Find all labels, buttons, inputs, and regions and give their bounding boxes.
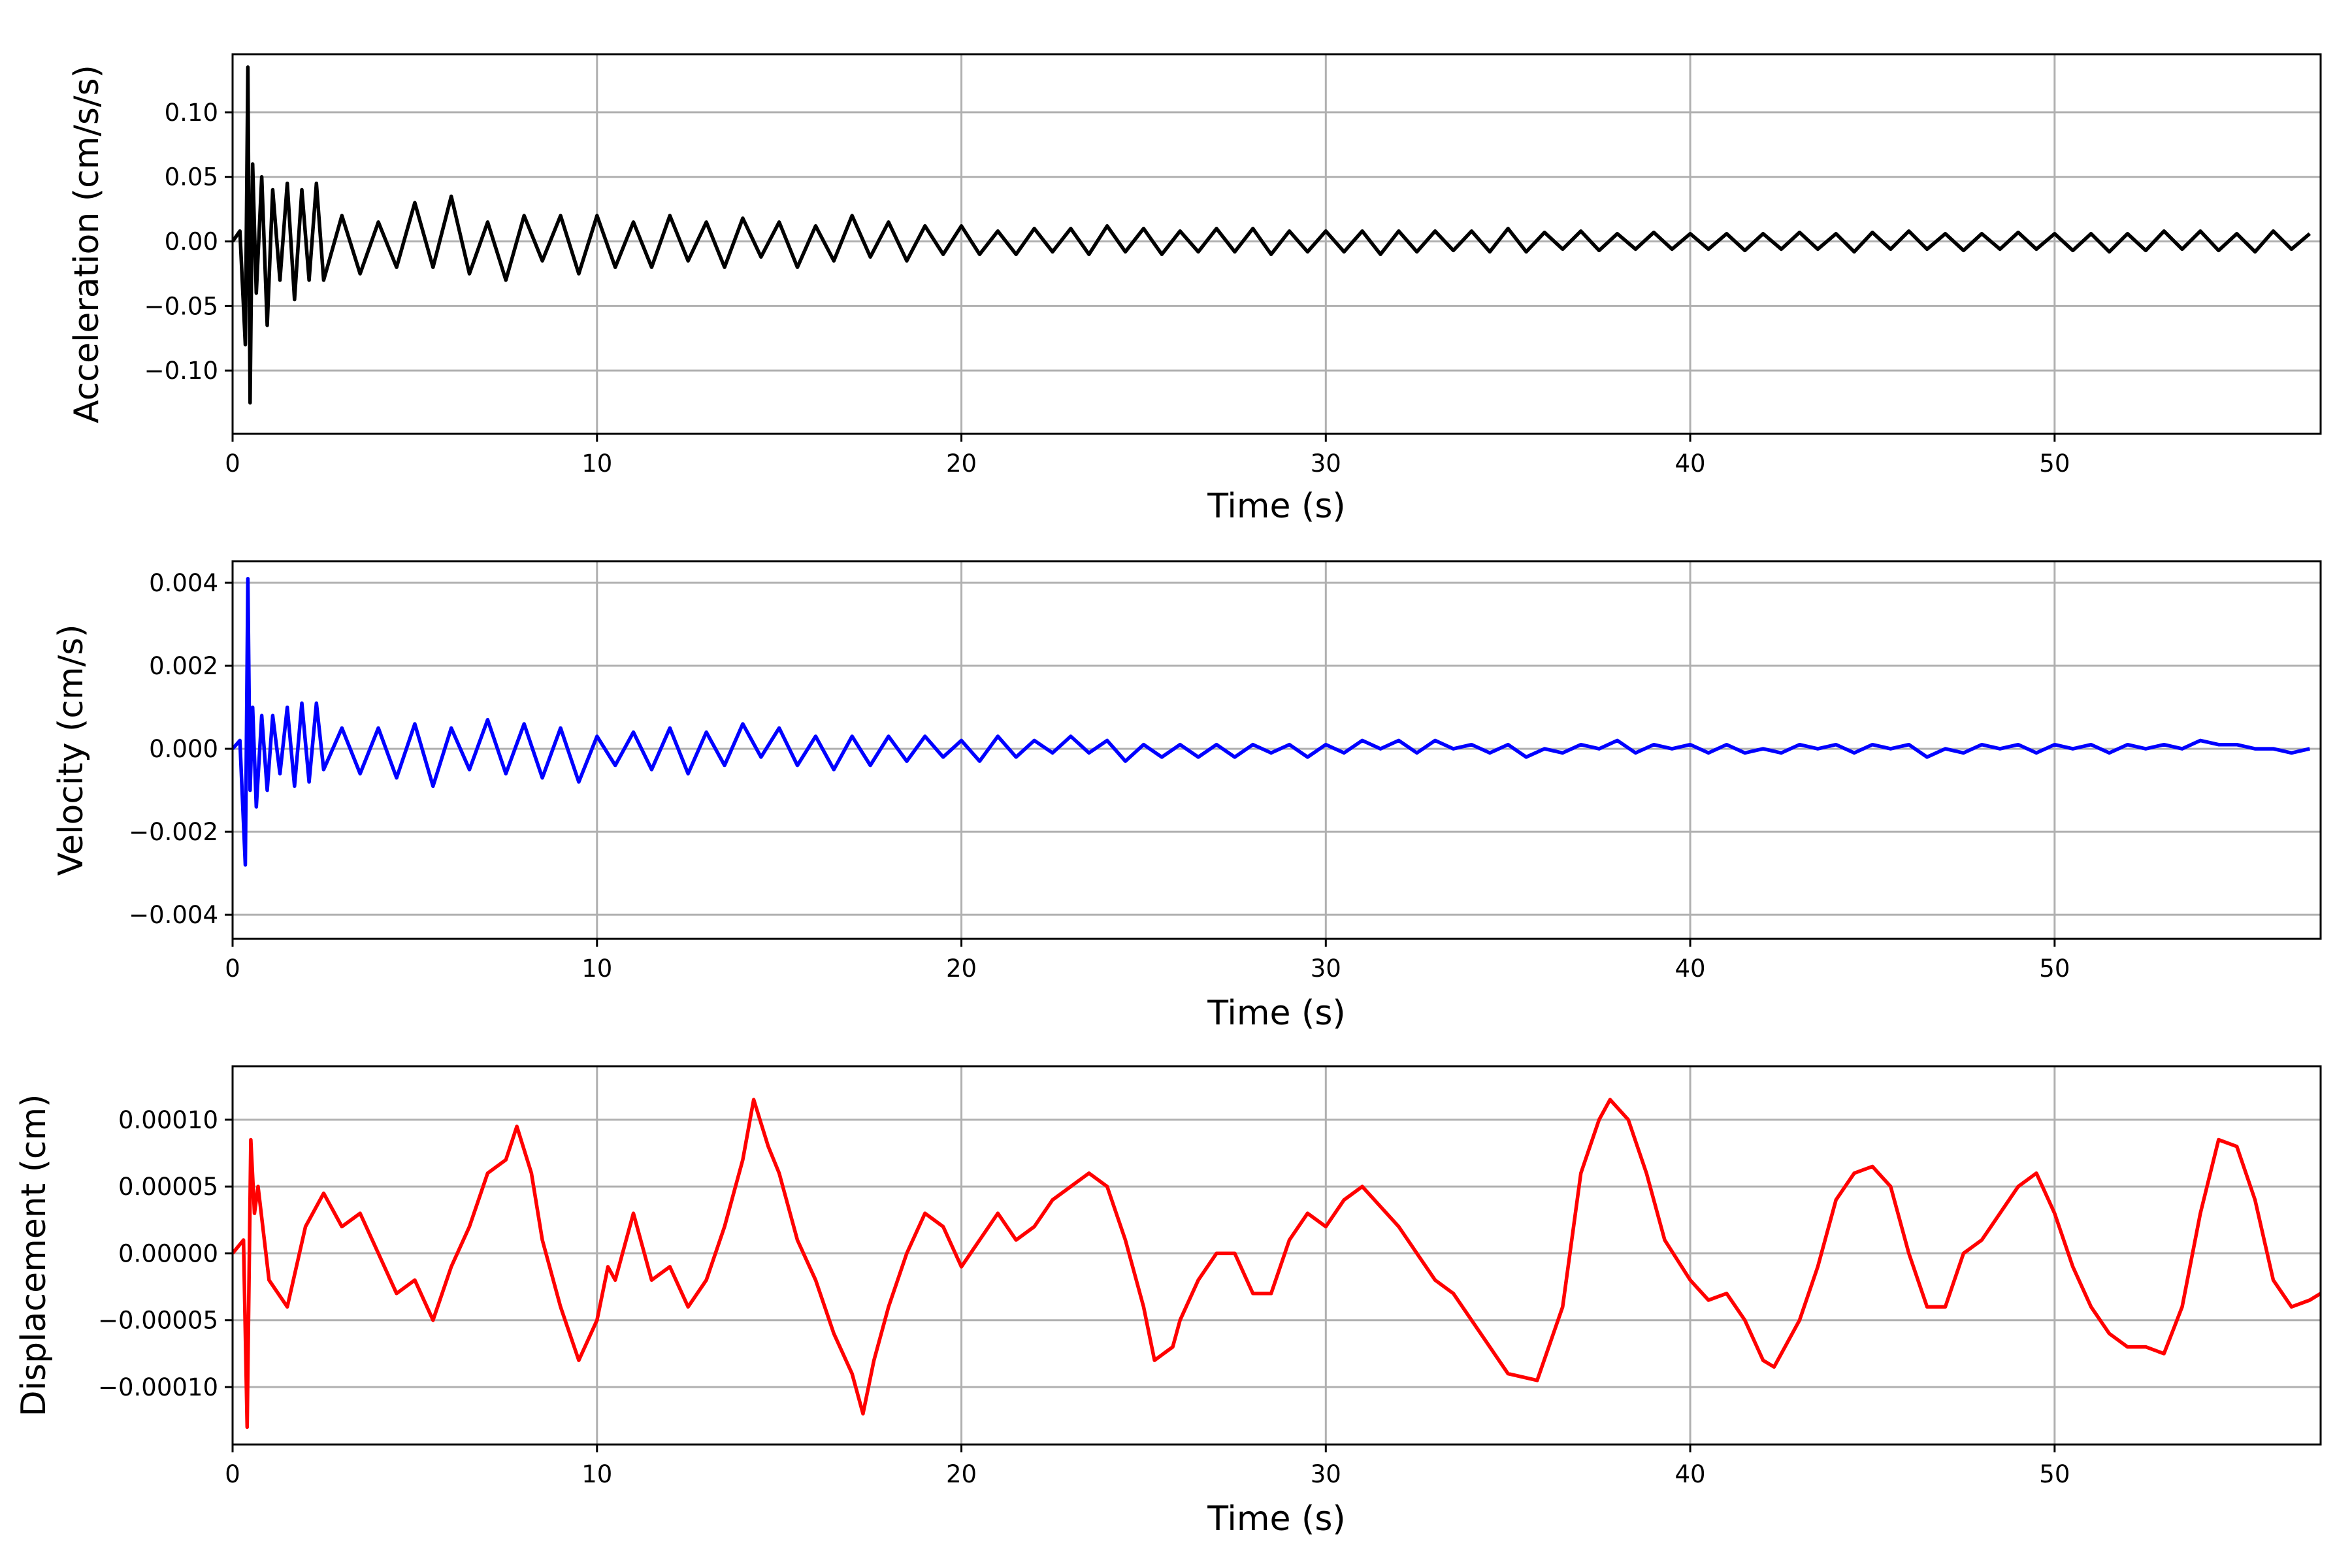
x-tick-label: 50: [2039, 955, 2070, 983]
x-axis-label: Time (s): [1207, 994, 1345, 1033]
x-axis-label: Time (s): [1207, 1499, 1345, 1539]
y-tick-label: 0.004: [149, 569, 218, 597]
velocity-panel: 0 10 20 30 40 50 −0.004 −0.002 0.000 0.002 0.004 Ti…: [52, 560, 2322, 1033]
velocity-series-line: [233, 576, 2310, 867]
y-axis-label: Acceleration (cm/s/s): [67, 65, 106, 423]
x-tick-label: 0: [225, 449, 240, 478]
x-tick-label: 30: [1311, 449, 1341, 478]
x-tick-label: 10: [581, 1460, 612, 1488]
x-tick-label: 50: [2039, 449, 2070, 478]
y-tick-label: 0.00: [165, 228, 218, 256]
x-tick-label: 10: [581, 955, 612, 983]
x-tick-label: 20: [946, 955, 977, 983]
y-tick-label: 0.000: [149, 735, 218, 763]
y-axis-label: Displacement (cm): [14, 1094, 54, 1417]
x-tick-label: 20: [946, 449, 977, 478]
x-tick-label: 10: [581, 449, 612, 478]
y-tick-label: −0.10: [144, 357, 218, 385]
y-tick-label: 0.00010: [118, 1106, 218, 1134]
x-tick-label: 40: [1675, 449, 1706, 478]
x-tick-label: 20: [946, 1460, 977, 1488]
y-tick-label: −0.00005: [98, 1307, 218, 1335]
x-tick-label: 30: [1311, 1460, 1341, 1488]
y-tick-label: −0.004: [129, 901, 218, 929]
x-tick-label: 0: [225, 955, 240, 983]
axes-frame: [231, 53, 2322, 435]
acceleration-series-line: [233, 65, 2311, 405]
y-tick-label: 0.00000: [118, 1239, 218, 1267]
y-tick-label: −0.05: [144, 292, 218, 320]
x-tick-label: 30: [1311, 955, 1341, 983]
y-tick-label: 0.00005: [118, 1173, 218, 1201]
y-tick-label: 0.05: [165, 163, 218, 191]
y-tick-label: 0.002: [149, 652, 218, 680]
x-axis-label: Time (s): [1207, 487, 1345, 526]
displacement-panel: 0 10 20 30 40 50 −0.00010 −0.00005 0.00000 0.0000…: [14, 1065, 2322, 1539]
y-tick-label: −0.00010: [98, 1373, 218, 1401]
axes-frame: [231, 560, 2322, 940]
x-tick-label: 0: [225, 1460, 240, 1488]
x-tick-label: 40: [1675, 1460, 1706, 1488]
displacement-series-line: [233, 1098, 2321, 1429]
y-tick-label: 0.10: [165, 99, 218, 127]
y-tick-label: −0.002: [129, 818, 218, 846]
y-axis-label: Velocity (cm/s): [52, 625, 91, 876]
acceleration-panel: 0 10 20 30 40 50 −0.10 −0.05 0.00 0.05 0.10 Time (s…: [67, 53, 2322, 526]
x-tick-label: 50: [2039, 1460, 2070, 1488]
x-tick-label: 40: [1675, 955, 1706, 983]
axes-frame: [231, 1065, 2322, 1446]
